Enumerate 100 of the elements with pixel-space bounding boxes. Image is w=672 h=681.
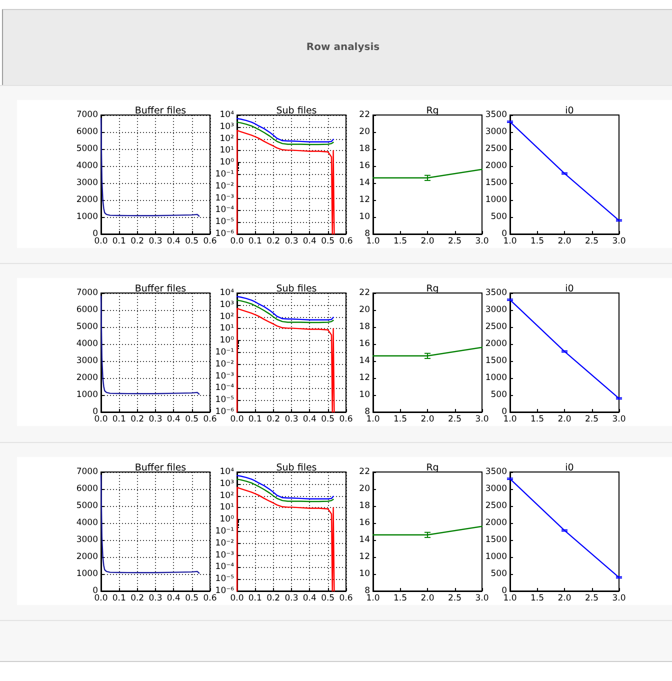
x-tick-label: 0.5 (321, 414, 335, 424)
x-tick-label: 0.2 (266, 594, 280, 604)
y-tick-label: 10 (359, 390, 370, 400)
y-tick-label: 1000 (76, 212, 98, 222)
chart-title: Buffer files (134, 284, 186, 294)
y-tick-label: 10² (220, 134, 234, 144)
line-series (236, 474, 334, 500)
x-tick-label: 0.6 (203, 594, 217, 604)
chart-title: i0 (565, 284, 574, 294)
chart-title: Buffer files (134, 462, 186, 474)
y-tick-label: 500 (490, 569, 507, 579)
x-tick-label: 0.5 (185, 236, 199, 246)
x-tick-label: 3.0 (612, 594, 626, 604)
x-tick-label: 0.3 (148, 236, 162, 246)
y-tick-label: 10⁰ (220, 336, 235, 346)
x-tick-label: 2.5 (584, 594, 599, 604)
x-tick-label: 0.3 (284, 236, 298, 246)
chart-title: i0 (565, 106, 574, 116)
y-tick-label: 22 (359, 288, 370, 298)
y-tick-label: 18 (359, 144, 370, 154)
y-tick-label: 3000 (76, 178, 98, 188)
x-tick-label: 1.5 (530, 236, 544, 246)
y-tick-label: 20 (359, 305, 370, 315)
x-tick-label: 0.5 (185, 594, 199, 604)
x-tick-label: 0.4 (302, 236, 316, 246)
x-tick-label: 3.0 (475, 594, 489, 604)
x-tick-label: 2.5 (448, 594, 462, 604)
x-tick-label: 1.0 (366, 414, 380, 424)
x-tick-label: 1.5 (530, 594, 544, 604)
x-tick-label: 0.1 (112, 414, 126, 424)
line-series (236, 486, 335, 592)
chart-title: Sub files (276, 462, 317, 474)
y-tick-label: 10⁻⁴ (215, 383, 235, 394)
y-tick-label: 10⁴ (220, 110, 235, 120)
y-tick-label: 20 (359, 484, 370, 494)
x-tick-label: 0.6 (203, 414, 217, 424)
x-tick-label: 0.4 (302, 414, 316, 424)
y-tick-label: 10⁻⁵ (215, 217, 234, 228)
y-tick-label: 16 (359, 161, 370, 171)
y-tick-label: 7000 (76, 110, 98, 120)
x-tick-label: 2.0 (558, 236, 572, 246)
x-tick-label: 0.6 (339, 236, 353, 246)
y-tick-label: 3500 (485, 467, 507, 477)
y-tick-label: 5000 (76, 501, 98, 511)
line-series (100, 118, 200, 217)
x-tick-label: 2.5 (584, 414, 599, 424)
x-tick-label: 0.3 (148, 414, 162, 424)
y-tick-label: 22 (359, 110, 370, 120)
line-series (236, 300, 334, 324)
y-tick-label: 10⁰ (220, 514, 235, 525)
y-tick-label: 16 (359, 518, 370, 528)
x-tick-label: 0.2 (266, 236, 280, 246)
y-tick-label: 12 (359, 552, 370, 562)
x-tick-label: 0.5 (321, 236, 335, 246)
x-tick-label: 3.0 (612, 414, 626, 424)
x-tick-label: 0.1 (112, 594, 126, 604)
x-tick-label: 0.4 (166, 236, 180, 246)
y-tick-label: 2000 (76, 552, 98, 562)
y-tick-label: 2500 (485, 144, 507, 154)
y-tick-label: 10¹ (220, 324, 234, 334)
y-tick-label: 12 (359, 373, 370, 383)
x-tick-label: 0.0 (230, 414, 244, 424)
chart-title: Sub files (276, 284, 317, 294)
line-series (236, 118, 334, 142)
x-tick-label: 0.1 (112, 236, 126, 246)
chart-title: i0 (565, 462, 574, 474)
y-tick-label: 2000 (485, 518, 507, 528)
y-tick-label: 7000 (76, 467, 98, 477)
y-tick-label: 10⁻³ (215, 371, 234, 382)
y-tick-label: 10 (359, 569, 370, 579)
x-tick-label: 0.2 (130, 414, 144, 424)
x-tick-label: 0.3 (148, 594, 162, 604)
y-tick-label: 22 (359, 467, 370, 477)
x-tick-label: 3.0 (612, 236, 626, 246)
x-tick-label: 0.2 (130, 594, 144, 604)
x-tick-label: 0.4 (302, 594, 316, 604)
y-tick-label: 1500 (485, 356, 507, 366)
y-tick-label: 10⁻¹ (215, 526, 234, 536)
x-tick-label: 0.1 (248, 236, 262, 246)
y-tick-label: 10⁻³ (215, 550, 234, 560)
y-tick-label: 4000 (76, 161, 98, 171)
x-tick-label: 1.5 (393, 414, 408, 424)
y-tick-label: 16 (359, 339, 370, 349)
y-tick-label: 10⁻⁴ (215, 562, 235, 572)
x-tick-label: 0.6 (339, 414, 353, 424)
y-tick-label: 5000 (76, 322, 98, 332)
y-tick-label: 2500 (485, 322, 507, 332)
y-tick-label: 3000 (76, 356, 98, 366)
x-tick-label: 0.0 (230, 594, 244, 604)
x-tick-label: 2.0 (420, 414, 434, 424)
x-tick-label: 3.0 (475, 236, 489, 246)
x-tick-label: 0.3 (284, 414, 298, 424)
x-tick-label: 2.0 (558, 594, 572, 604)
y-tick-label: 10⁻² (215, 538, 234, 548)
x-tick-label: 2.5 (584, 236, 599, 246)
y-tick-label: 1000 (485, 552, 507, 562)
chart-title: Sub files (276, 106, 317, 116)
y-tick-label: 10⁻² (215, 181, 234, 192)
x-tick-label: 0.2 (266, 414, 280, 424)
y-tick-label: 10² (220, 312, 234, 322)
